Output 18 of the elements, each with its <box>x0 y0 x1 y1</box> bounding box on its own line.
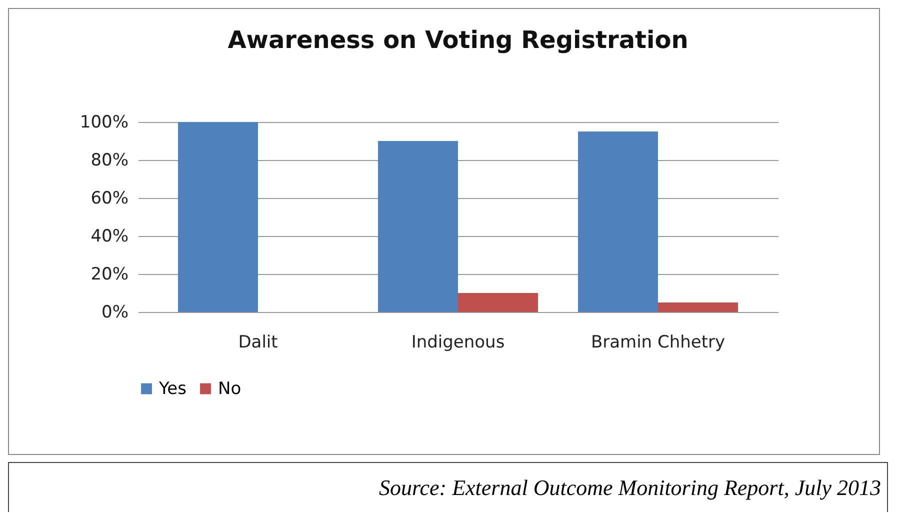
y-tick-label: 100% <box>80 112 128 132</box>
x-tick-label: Bramin Chhetry <box>590 332 726 352</box>
y-tick-label: 40% <box>90 226 128 246</box>
chart-title: Awareness on Voting Registration <box>228 26 688 54</box>
x-tick-label: Dalit <box>238 332 278 352</box>
legend-label: Yes <box>158 378 187 399</box>
y-tick-label: 0% <box>102 302 128 322</box>
bar <box>178 122 258 312</box>
legend-label: No <box>218 378 242 399</box>
y-tick-label: 20% <box>90 264 128 284</box>
bar <box>378 141 458 312</box>
y-tick-label: 80% <box>90 150 128 170</box>
x-tick-label: Indigenous <box>411 332 505 352</box>
bar <box>458 293 538 312</box>
bar <box>578 132 658 312</box>
bar <box>658 302 738 312</box>
y-tick-label: 60% <box>90 188 128 208</box>
source-note: Source: External Outcome Monitoring Report, July 2013 <box>8 462 888 512</box>
